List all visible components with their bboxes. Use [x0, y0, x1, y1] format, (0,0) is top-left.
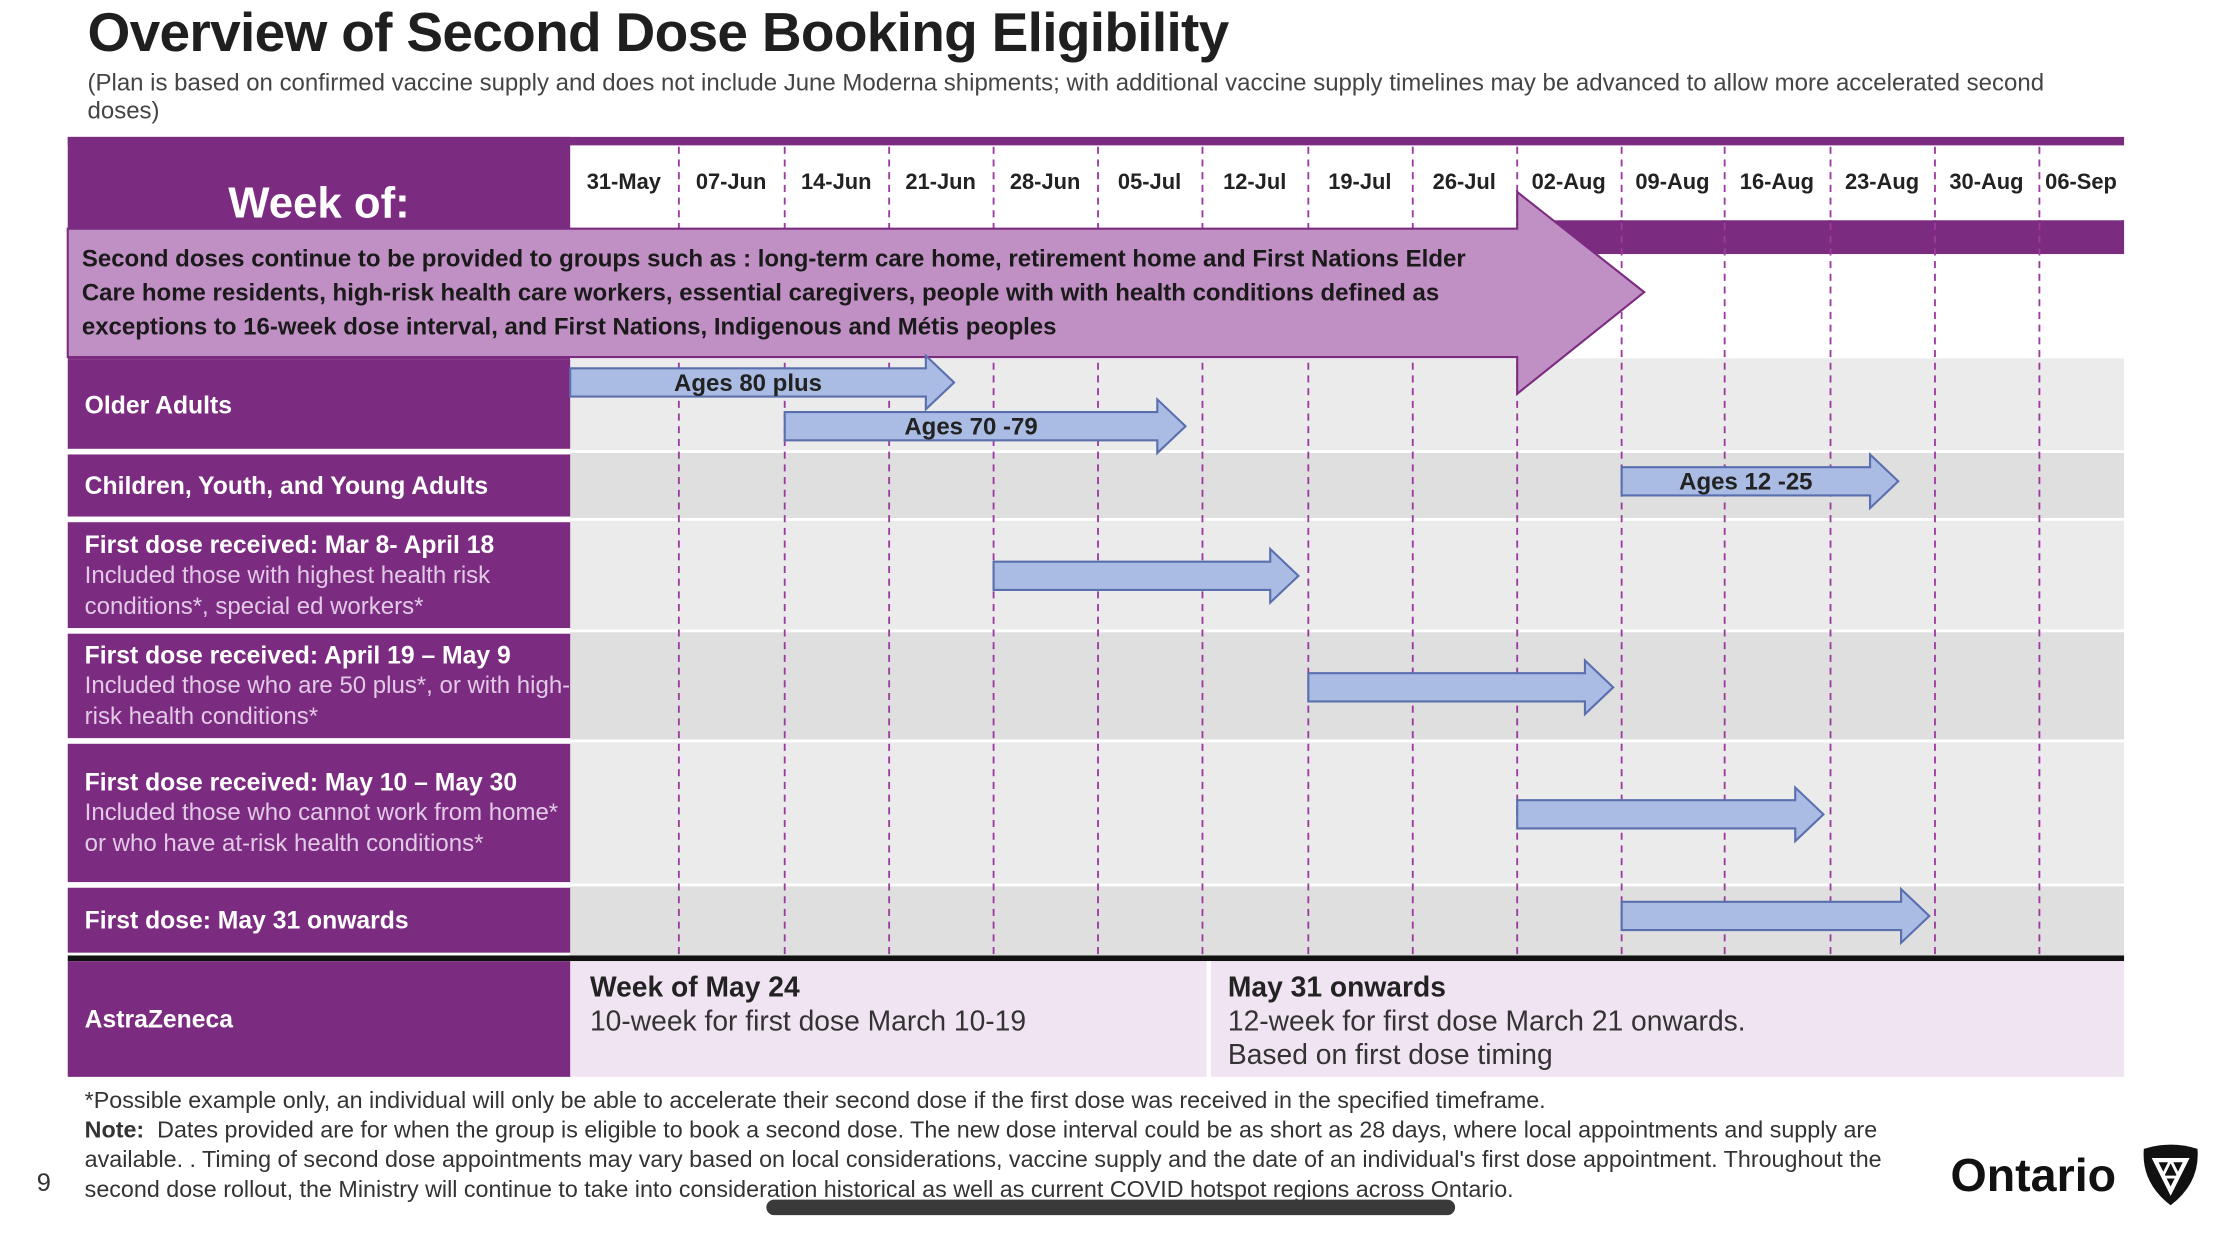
ontario-trillium-icon: [2143, 1144, 2198, 1206]
week-header-cell: 14-Jun: [786, 146, 887, 221]
row-label-title: First dose received: April 19 – May 9: [84, 640, 511, 669]
week-header-cell: 19-Jul: [1309, 146, 1410, 221]
header-top-band: [67, 136, 2125, 146]
week-header-cell: 07-Jun: [680, 146, 782, 221]
row-label-title: First dose: May 31 onwards: [84, 906, 409, 935]
row-label-subtitle: Included those who are 50 plus*, or with…: [84, 671, 571, 730]
row-label-title: First dose received: Mar 8- April 18: [84, 529, 495, 559]
page-title: Overview of Second Dose Booking Eligibil…: [87, 2, 1230, 64]
row-label: First dose received: April 19 – May 9 Inc…: [67, 633, 571, 739]
row-label-title: First dose received: May 10 – May 30: [84, 767, 518, 797]
row-label: Older Adults: [67, 359, 571, 449]
ontario-wordmark: Ontario: [1950, 1148, 2117, 1202]
week-header-cell: 06-Sep: [2040, 146, 2122, 221]
row-label: First dose received: Mar 8- April 18 Incl…: [67, 522, 571, 629]
row-background: [570, 519, 2125, 631]
week-header-cell: 28-Jun: [995, 146, 1096, 221]
row-label: First dose received: May 10 – May 30 Incl…: [67, 743, 571, 883]
page-number: 9: [36, 1168, 51, 1197]
note-label: Note:: [84, 1117, 145, 1144]
astrazeneca-right-text-2: Based on first dose timing: [1227, 1040, 1553, 1072]
notice-text: Second doses continue to be provided to …: [81, 245, 1466, 341]
astrazeneca-background: [570, 961, 2125, 1077]
header-right-band: [1517, 220, 2125, 255]
week-header-cell: 12-Jul: [1203, 146, 1306, 221]
row-label-subtitle: Included those with highest health risk …: [84, 561, 491, 619]
footnote: *Possible example only, an individual wi…: [84, 1088, 1546, 1114]
week-header-cell: 31-May: [571, 146, 677, 221]
week-header-cell: 21-Jun: [890, 146, 991, 221]
astrazeneca-right-text-1: 12-week for first dose March 21 onwards.: [1227, 1006, 1746, 1038]
footnote-block: *Possible example only, an individual wi…: [85, 1087, 1920, 1206]
week-header-cell: 30-Aug: [1936, 146, 2037, 221]
row-label: Children, Youth, and Young Adults: [67, 454, 571, 517]
timeline-arrow: [569, 353, 956, 412]
timeline-arrow: [1620, 886, 1931, 946]
timeline-arrow-label: Ages 80 plus: [674, 370, 822, 397]
astrazeneca-left-text: 10-week for first dose March 10-19: [589, 1006, 1027, 1038]
astrazeneca-label: AstraZeneca: [67, 961, 571, 1077]
page-subtitle: (Plan is based on confirmed vaccine supp…: [87, 69, 2045, 125]
timeline-arrow: [992, 546, 1300, 606]
row-label: First dose: May 31 onwards: [67, 887, 571, 953]
week-header-cell: 16-Aug: [1726, 146, 1828, 221]
note-text: Dates provided are for when the group is…: [84, 1117, 1882, 1203]
row-label-title: Older Adults: [84, 390, 232, 419]
timeline-arrow-label: Ages 70 -79: [904, 414, 1037, 441]
week-header-cell: 05-Jul: [1099, 146, 1200, 221]
timeline-arrow: [1620, 451, 1900, 511]
note: Note: Dates provided are for when the gr…: [85, 1116, 1920, 1205]
week-of-label: Week of:: [228, 177, 410, 228]
astrazeneca-right: May 31 onwards 12-week for first dose Ma…: [1228, 971, 1746, 1073]
timeline-arrow-label: Ages 12 -25: [1679, 469, 1812, 496]
week-header-cell: 09-Aug: [1623, 146, 1722, 221]
astrazeneca-right-title: May 31 onwards: [1227, 972, 1446, 1004]
horizontal-scrollbar[interactable]: [766, 1199, 1456, 1216]
astrazeneca-left: Week of May 24 10-week for first dose Ma…: [590, 971, 1026, 1039]
row-label-title: Children, Youth, and Young Adults: [84, 471, 489, 500]
week-header-cell: 23-Aug: [1831, 146, 1933, 221]
row-background: [570, 740, 2125, 885]
row-label-subtitle: Included those who cannot work from home…: [84, 798, 559, 857]
week-header-cell: 26-Jul: [1414, 146, 1515, 221]
astrazeneca-divider: [67, 955, 2125, 962]
timeline-arrow: [1516, 785, 1826, 844]
astrazeneca-left-title: Week of May 24: [589, 972, 800, 1004]
timeline-arrow: [1307, 658, 1615, 717]
astrazeneca-separator: [1206, 961, 1211, 1077]
timeline-arrow: [783, 396, 1188, 456]
